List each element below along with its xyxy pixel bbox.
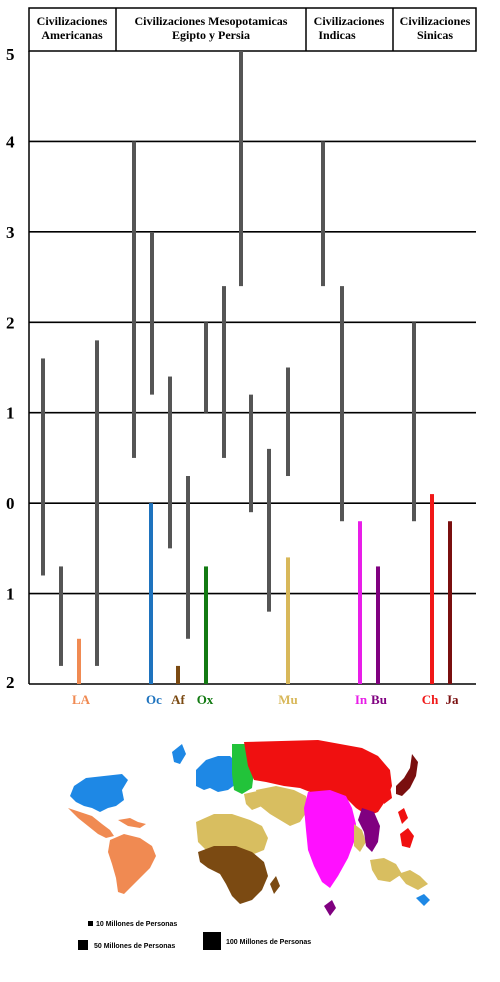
y-tick-label: 1 [6, 404, 15, 423]
map-subsaharan-africa [198, 846, 268, 904]
legend: 10 Millones de Personas 50 Millones de P… [78, 921, 311, 950]
civilization-span [132, 141, 136, 458]
civilization-span [239, 51, 243, 287]
map-india [304, 790, 356, 888]
map-north-america [70, 774, 128, 812]
legend-label: 100 Millones de Personas [226, 939, 311, 946]
header-mesopotamicas-line2: Egipto y Persia [172, 28, 250, 42]
civilization-span [77, 638, 81, 684]
civilization-span [59, 566, 63, 666]
civilization-span [204, 566, 208, 684]
civilization-span [186, 476, 190, 639]
header-americanas-line1: Civilizaciones [37, 14, 108, 28]
map-japan [396, 754, 418, 796]
x-labels: LA Oc Af Ox Mu In Bu Ch Ja [72, 692, 459, 707]
x-label: LA [72, 692, 91, 707]
civilization-span [286, 557, 290, 684]
x-label: Ch [422, 692, 439, 707]
legend-square-large [203, 932, 221, 950]
civilization-span [95, 340, 99, 666]
map-south-america [108, 834, 156, 894]
y-tick-label: 1 [6, 585, 15, 604]
x-label: Af [171, 692, 185, 707]
x-label: Oc [146, 692, 162, 707]
map-madagascar [270, 876, 280, 894]
civilization-span [412, 322, 416, 522]
header-mesopotamicas-line1: Civilizaciones Mesopotamicas [135, 14, 288, 28]
civilization-span [150, 231, 154, 395]
civilization-span [321, 141, 325, 287]
map-central-asia [244, 790, 262, 810]
x-label: Ja [446, 692, 460, 707]
map-russia-china [244, 740, 392, 816]
header-indicas-line1: Civilizaciones [314, 14, 385, 28]
y-tick-labels: 5 4 3 2 1 0 1 2 [6, 45, 15, 692]
map-bangladesh [354, 824, 366, 852]
y-tick-label: 0 [6, 494, 15, 513]
x-label: Ox [197, 692, 214, 707]
legend-square-medium [78, 940, 88, 950]
header-sinicas-line1: Civilizaciones [400, 14, 471, 28]
civilization-span [286, 367, 290, 477]
civilization-span [176, 665, 180, 684]
x-label: In [355, 692, 368, 707]
civilization-span [149, 503, 153, 684]
civilization-span [448, 521, 452, 684]
map-taiwan [398, 808, 408, 824]
civilization-span [376, 566, 380, 684]
map-central-america [68, 808, 114, 838]
map-europe-north [172, 744, 186, 764]
map-buddhist [358, 808, 380, 852]
map-caribbean [118, 818, 146, 828]
civilization-span [168, 376, 172, 549]
header-sinicas-line2: Sinicas [417, 28, 453, 42]
legend-square-small [88, 921, 93, 926]
civilization-span [249, 394, 253, 513]
civilization-span [204, 322, 208, 413]
y-tick-label: 5 [6, 45, 15, 64]
y-tick-label: 4 [6, 132, 15, 151]
civilization-span [267, 448, 271, 612]
map-korea [382, 786, 392, 804]
map-indonesia [398, 870, 428, 890]
header-row: Civilizaciones Americanas Civilizaciones… [28, 7, 477, 52]
y-tick-label: 2 [6, 313, 15, 332]
x-label: Bu [371, 692, 387, 707]
map-north-africa [196, 814, 268, 854]
y-tick-label: 3 [6, 223, 15, 242]
map-buddhist-south [324, 900, 336, 916]
legend-label: 50 Millones de Personas [94, 943, 175, 950]
civilization-span [222, 286, 226, 458]
map-australia-nz [416, 894, 430, 906]
x-label: Mu [278, 692, 298, 707]
civilization-spans [41, 51, 452, 684]
civilization-span [430, 494, 434, 684]
civilization-span [358, 521, 362, 684]
map-philippines [400, 828, 414, 848]
civilization-span [340, 286, 344, 522]
map-europe [196, 756, 238, 792]
world-map [68, 740, 430, 916]
header-indicas-line2: Indicas [318, 28, 356, 42]
header-americanas-line2: Americanas [41, 28, 103, 42]
map-middle-east [256, 786, 308, 826]
y-tick-label: 2 [6, 673, 15, 692]
civilization-span [41, 358, 45, 576]
map-southeast-asia [370, 858, 402, 882]
legend-label: 10 Millones de Personas [96, 921, 177, 928]
